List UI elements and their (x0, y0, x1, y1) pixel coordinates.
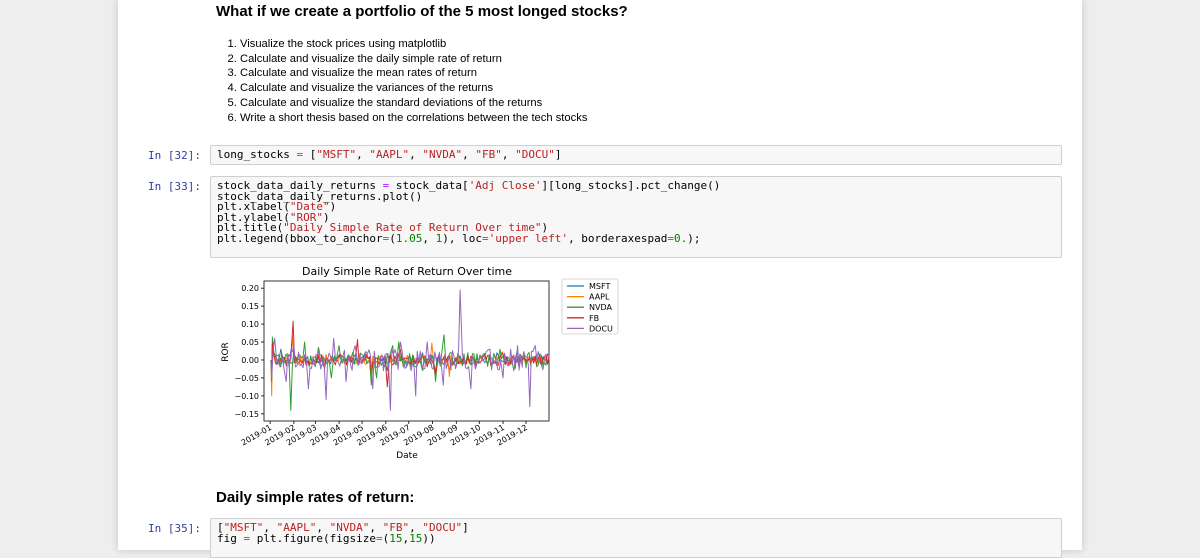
list-item: Calculate and visualize the variances of… (240, 81, 587, 96)
code-line: stock_data_daily_returns = stock_data['A… (217, 179, 721, 192)
code-line: plt.ylabel("ROR") (217, 210, 330, 224)
code-cell-32[interactable]: long_stocks = ["MSFT", "AAPL", "NVDA", "… (210, 145, 1062, 165)
code-line: plt.xlabel("Date") (217, 200, 337, 214)
legend-label-msft: MSFT (589, 282, 610, 291)
series-line-docu (270, 289, 550, 411)
code-cell-35[interactable]: ["MSFT", "AAPL", "NVDA", "FB", "DOCU"] fi… (210, 518, 1062, 558)
x-axis-label: Date (396, 451, 418, 461)
series-line-nvda (270, 334, 550, 411)
code-line: plt.legend(bbox_to_anchor=(1.05, 1), loc… (217, 231, 701, 245)
legend-box (561, 278, 619, 335)
cell-prompt-35: In [35]: (148, 522, 201, 535)
code-line: fig = plt.figure(figsize=(15,15)) (217, 531, 436, 545)
list-item: Write a short thesis based on the correl… (240, 111, 587, 126)
steps-list: Visualize the stock prices using matplot… (210, 37, 587, 125)
legend-label-docu: DOCU (589, 324, 613, 333)
cell-prompt-32: In [32]: (148, 149, 201, 162)
plot-area (263, 280, 550, 422)
y-tick-label: −0.15 (234, 410, 259, 419)
legend-label-aapl: AAPL (589, 293, 610, 302)
list-item: Visualize the stock prices using matplot… (240, 37, 587, 52)
chart-title: Daily Simple Rate of Return Over time (302, 265, 512, 278)
list-item: Calculate and visualize the mean rates o… (240, 66, 587, 81)
y-axis: 0.20 0.15 0.10 0.05 0.00 −0.05 −0.10 −0.15 (234, 284, 264, 419)
y-tick-label: −0.05 (234, 374, 259, 383)
cell-prompt-33: In [33]: (148, 180, 201, 193)
code-line: ["MSFT", "AAPL", "NVDA", "FB", "DOCU"] (217, 521, 469, 534)
x-axis: 2019-012019-022019-032019-042019-052019-… (240, 421, 529, 447)
markdown-heading-daily-returns: Daily simple rates of return: (216, 489, 415, 506)
series-lines (270, 289, 550, 411)
y-tick-label: 0.05 (241, 338, 259, 347)
legend-label-nvda: NVDA (589, 303, 612, 312)
y-tick-label: 0.00 (241, 356, 259, 365)
notebook-page (118, 0, 1082, 550)
y-tick-label: 0.20 (241, 284, 259, 293)
code-cell-33[interactable]: stock_data_daily_returns = stock_data['A… (210, 176, 1062, 258)
legend-label-fb: FB (589, 314, 599, 323)
markdown-heading-portfolio: What if we create a portfolio of the 5 m… (216, 3, 628, 20)
y-tick-label: −0.10 (234, 392, 259, 401)
list-item: Calculate and visualize the daily simple… (240, 52, 587, 67)
y-tick-label: 0.10 (241, 320, 259, 329)
code-line: stock_data_daily_returns.plot() (217, 189, 423, 203)
code-line: plt.title("Daily Simple Rate of Return O… (217, 221, 549, 235)
code-line: long_stocks = ["MSFT", "AAPL", "NVDA", "… (217, 148, 562, 161)
y-tick-label: 0.15 (241, 302, 259, 311)
y-axis-label: ROR (221, 342, 231, 362)
list-item: Calculate and visualize the standard dev… (240, 96, 587, 111)
